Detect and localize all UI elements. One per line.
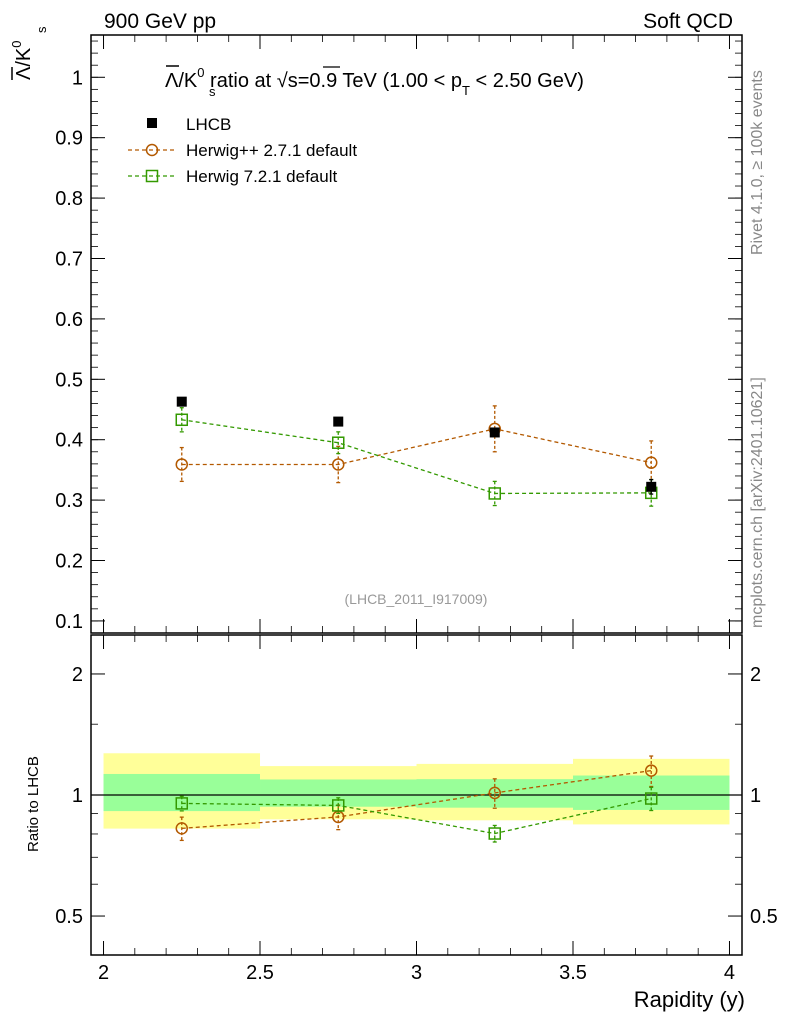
- xtick-label-0: 2: [98, 962, 109, 984]
- header-left: 900 GeV pp: [104, 10, 216, 33]
- legend-item-herwig7: Herwig 7.2.1 default: [128, 167, 337, 186]
- ratio-ytick-label-right-0: 0.5: [750, 906, 778, 928]
- title-energy: s=0.9 TeV (1.00 < p: [288, 70, 462, 92]
- ratio-herwigpp-line: [181, 769, 652, 830]
- herwig7-point-2: [488, 487, 501, 500]
- ylabel-kaon: /K: [13, 47, 35, 67]
- ratio-herwig7-point-2: [488, 827, 501, 840]
- title-pt-sub: T: [462, 83, 470, 98]
- herwig7-line: [181, 419, 652, 495]
- ylabel-kaon-sub: s: [34, 26, 49, 33]
- ratio-ytick-label-1: 1: [72, 785, 83, 807]
- band-inner-1: [260, 779, 417, 807]
- ratio-herwig7-point-1: [332, 799, 345, 812]
- legend-label-herwig7: Herwig 7.2.1 default: [186, 167, 337, 186]
- main-y-axis-label: Λ/K0 s: [9, 26, 49, 80]
- lhcb-point-3: [646, 481, 657, 492]
- herwigpp-point-1: [332, 458, 345, 471]
- main-series: [175, 396, 658, 507]
- title-sqrt: √: [277, 70, 288, 92]
- title-kaon: /K: [178, 70, 198, 92]
- x-axis-label: Rapidity (y): [634, 987, 745, 1012]
- xtick-label-4: 4: [724, 962, 735, 984]
- band-inner-0: [103, 773, 261, 812]
- lhcb-point-0: [176, 396, 187, 407]
- ylabel-lambda: Λ: [13, 66, 35, 80]
- legend-item-lhcb: LHCB: [147, 115, 231, 134]
- title-kaon-sub: s: [209, 84, 216, 99]
- title-tail: < 2.50 GeV): [470, 70, 584, 92]
- main-ytick-label-2: 0.3: [55, 490, 83, 512]
- ratio-herwig7-point-0: [175, 797, 189, 810]
- herwig7-point-0: [175, 413, 189, 427]
- ratio-herwigpp-point-0: [175, 822, 189, 835]
- herwigpp-point-0: [175, 458, 189, 471]
- title-kaon-sup: 0: [197, 65, 204, 80]
- svg-text:Λ/K0: Λ/K0: [9, 41, 35, 81]
- legend-label-lhcb: LHCB: [186, 115, 231, 134]
- main-ytick-label-4: 0.5: [55, 369, 83, 391]
- title-mid: ratio at: [205, 70, 277, 92]
- lhcb-point-2: [489, 427, 500, 438]
- svg-text:Λ/K0 ratio at √s=0.9 TeV (1.00: Λ/K0 ratio at √s=0.9 TeV (1.00 < pT < 2.…: [165, 65, 584, 98]
- ratio-ytick-label-0: 0.5: [55, 906, 83, 928]
- main-ytick-label-9: 1: [72, 67, 83, 89]
- main-ytick-label-5: 0.6: [55, 309, 83, 331]
- ratio-ytick-label-right-1: 1: [750, 785, 761, 807]
- main-ytick-label-8: 0.9: [55, 128, 83, 150]
- main-ytick-label-6: 0.7: [55, 248, 83, 270]
- ratio-bands: [91, 753, 742, 829]
- main-ytick-label-1: 0.2: [55, 551, 83, 573]
- main-ytick-label-7: 0.8: [55, 188, 83, 210]
- legend-label-herwigpp: Herwig++ 2.7.1 default: [186, 141, 357, 160]
- herwig7-point-1: [332, 436, 345, 449]
- ratio-ytick-label-2: 2: [72, 664, 83, 686]
- ratio-series: [175, 755, 658, 843]
- xtick-label-1: 2.5: [246, 962, 274, 984]
- xtick-label-2: 3: [411, 962, 422, 984]
- legend: LHCB Herwig++ 2.7.1 default Herwig 7.2.1…: [128, 115, 357, 186]
- herwigpp-line: [181, 428, 652, 466]
- rivet-label: Rivet 4.1.0, ≥ 100k events: [749, 70, 766, 255]
- title-lambda: Λ: [165, 70, 179, 92]
- ratio-y-axis-label: Ratio to LHCB: [25, 756, 42, 852]
- herwigpp-point-3: [644, 456, 658, 469]
- ratio-herwigpp-point-3: [644, 764, 658, 777]
- mcplots-label: mcplots.cern.ch [arXiv:2401.10621]: [749, 377, 766, 628]
- ylabel-kaon-sup: 0: [9, 41, 24, 48]
- main-ytick-label-3: 0.4: [55, 430, 83, 452]
- main-ytick-label-0: 0.1: [55, 611, 83, 633]
- axes: 0.1 0.2 0.3 0.4 0.5 0.6 0.7 0.8 0.9 1 0.5 0.5 1 1 2 2 2 2…: [55, 34, 778, 984]
- header-right: Soft QCD: [643, 10, 733, 33]
- ratio-herwig7-line: [181, 797, 652, 835]
- ratio-herwigpp-point-2: [488, 786, 501, 800]
- ratio-ytick-label-right-2: 2: [750, 664, 761, 686]
- analysis-id: (LHCB_2011_I917009): [345, 591, 488, 607]
- chart-title: Λ/K0 ratio at √s=0.9 TeV (1.00 < pT < 2.…: [165, 65, 584, 99]
- legend-item-herwigpp: Herwig++ 2.7.1 default: [128, 141, 357, 160]
- lhcb-point-1: [333, 416, 344, 427]
- xtick-label-3: 3.5: [559, 962, 587, 984]
- ratio-herwig7-point-3: [644, 792, 658, 805]
